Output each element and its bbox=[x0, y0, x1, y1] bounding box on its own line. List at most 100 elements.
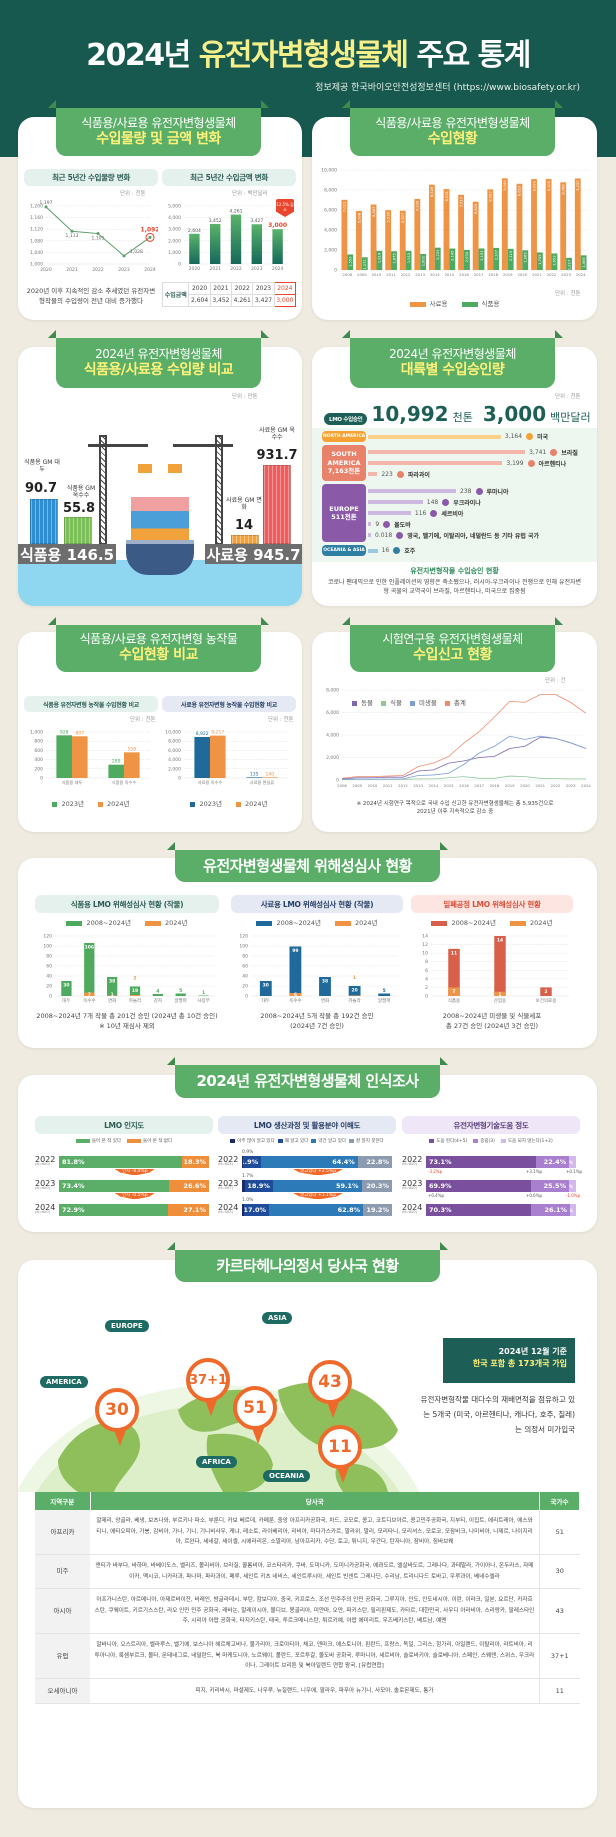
section-tab: 2024년 유전자변형생물체 식품용/사료용 수입량 비교 bbox=[48, 330, 269, 388]
data-point bbox=[70, 229, 74, 233]
legend-item: 식물 bbox=[380, 697, 402, 707]
survey-n: (N=567) bbox=[218, 1186, 233, 1191]
bar bbox=[385, 210, 392, 270]
country-bar bbox=[368, 500, 423, 504]
countries-cell: 피지, 키리바시, 마셜제도, 나우루, 뉴질랜드, 니우에, 팔라우, 파푸아… bbox=[90, 1678, 540, 1705]
subtitle-feed-crop: 사료용 유전자변형 농작물 수입현황 비교 bbox=[162, 696, 296, 712]
bar bbox=[501, 178, 508, 270]
x-tick-label: 2016 bbox=[459, 272, 469, 277]
tab-line2: 수입신고 현황 bbox=[413, 647, 492, 664]
bar bbox=[566, 257, 572, 270]
legend-item: 2024년 bbox=[509, 917, 553, 927]
legend-label: 총계 bbox=[453, 699, 466, 707]
subtitle-micro-review: 밀폐공정 LMO 위해성심사 현황 bbox=[411, 895, 573, 913]
continent-block: SOUTH AMERICA 7,163천톤 3,741 브라질 3,199 아르헨티나 22… bbox=[322, 445, 587, 481]
legend-item: 2024년 bbox=[144, 917, 188, 927]
y-tick-label: 6 bbox=[425, 968, 428, 974]
data-label: 9,168 bbox=[503, 180, 507, 191]
food-review-bar-chart: 0 20 40 60 80 100 120 대두 30 옥수수 106 7 면화 38 1 카놀라 19 2 감자 4… bbox=[43, 934, 215, 1004]
bar bbox=[449, 248, 456, 270]
data-label: 1,113 bbox=[66, 233, 79, 239]
region-cell: 유럽 bbox=[35, 1633, 90, 1679]
continent-pill: SOUTH AMERICA 7,163천톤 bbox=[322, 445, 366, 481]
legend-item: 들어 본 적 없다 bbox=[127, 1138, 172, 1144]
y-tick-label: 2,000 bbox=[326, 755, 339, 761]
x-tick-label: 2021 bbox=[535, 783, 545, 788]
survey-diff: -3.2%p bbox=[428, 1169, 443, 1174]
data-point bbox=[122, 254, 126, 258]
yearly-import-bar-chart: 0 2,000 4,000 6,000 8,000 10,000 2008 7,019 1,55… bbox=[321, 168, 588, 277]
y-tick-label: 4,000 bbox=[168, 215, 181, 221]
data-label: 2 bbox=[544, 989, 547, 995]
subtitle-volume: 최근 5년간 수입물량 변화 bbox=[24, 169, 158, 186]
country-name: 루마니아 bbox=[486, 488, 509, 496]
chart-legend: 2023년 2024년 bbox=[24, 798, 158, 808]
feed-crop-bar-chart: 0 2,000 4,000 6,000 8,000 10,000 사료용 옥수수 8,922 9… bbox=[165, 730, 288, 786]
y-tick-label: 0 bbox=[40, 776, 43, 782]
bar bbox=[347, 254, 354, 270]
legend-label: 미생물 bbox=[418, 699, 437, 707]
continent-africa bbox=[206, 1433, 273, 1492]
country-value: 3,741 bbox=[529, 448, 547, 456]
continent-block: NORTH AMERICA 3,164 미국 bbox=[322, 431, 587, 442]
legend-label: 2008~2024년 bbox=[276, 919, 321, 927]
country-name: 아르헨티나 bbox=[538, 460, 567, 468]
feed-cotton-value: 14 bbox=[234, 518, 254, 533]
survey-segment bbox=[242, 1204, 244, 1216]
survey-legend: 도움 된다(4+5) 중립(3) 도움 되지 않는다(1+2) bbox=[398, 1138, 584, 1144]
bar bbox=[84, 992, 95, 996]
y-tick-label: 1,000 bbox=[30, 730, 43, 736]
feed-review-note: 2008~2024년 5개 작물 총 192건 승인 (2024년 7건 승인) bbox=[231, 1012, 403, 1032]
country-bar bbox=[368, 461, 503, 465]
x-tick-label: 2020 bbox=[518, 272, 528, 277]
y-tick-label: 100 bbox=[43, 944, 52, 950]
x-tick-label: 식품용 대두 bbox=[62, 779, 83, 786]
flag-icon bbox=[475, 487, 483, 495]
continent-name: SOUTH AMERICA bbox=[327, 450, 361, 467]
change-arrow: 인지 -8.4%p bbox=[114, 1168, 156, 1176]
legend-swatch bbox=[190, 801, 196, 807]
y-tick-label: 4,000 bbox=[326, 733, 339, 739]
x-tick-label: 식품용 bbox=[448, 997, 460, 1004]
survey-segment bbox=[242, 1180, 245, 1192]
x-tick-label: 2023 bbox=[118, 267, 130, 273]
y-tick-label: 1,040 bbox=[30, 250, 43, 256]
data-label: 5,908 bbox=[357, 212, 361, 223]
flag-icon bbox=[396, 470, 404, 478]
data-point bbox=[44, 205, 48, 209]
x-tick-label: 2021 bbox=[209, 266, 221, 272]
country-row: 148 우크라이나 bbox=[366, 497, 539, 507]
bar bbox=[319, 977, 331, 996]
survey-segment: 69.9% bbox=[426, 1180, 531, 1192]
data-label: 1 bbox=[111, 992, 114, 998]
section-tab: 식품용/사료용 유전자변형 농작물 수입현황 비교 bbox=[48, 617, 269, 672]
bar bbox=[246, 777, 262, 778]
x-tick-label: 사료용 옥수수 bbox=[198, 779, 223, 786]
unit-label: 단위 : 만톤 bbox=[232, 394, 258, 400]
legend-swatch bbox=[509, 920, 526, 926]
survey-stacked-bar: 72.9% 27.1% bbox=[59, 1204, 209, 1216]
lmo-total-summary: LMO 수입승인 10,992 천톤 3,000 백만달러 bbox=[324, 402, 591, 426]
table-year: 2023 bbox=[252, 282, 275, 295]
x-tick-label: 카놀라 bbox=[129, 997, 142, 1004]
survey-diff: +0.6%p bbox=[526, 1193, 543, 1198]
chart-legend: 동물 식물 미생물 총계 bbox=[350, 697, 468, 707]
data-label: 7,106 bbox=[416, 200, 420, 211]
x-tick-label: 2015 bbox=[444, 783, 454, 788]
note-line: 2008~2024년 5개 작물 총 192건 승인 bbox=[260, 1012, 374, 1020]
continent-list: NORTH AMERICA 3,164 미국 SOUTH AMERICA 7,163천톤… bbox=[312, 428, 597, 562]
food-soy-container bbox=[30, 499, 58, 544]
survey-year: 2022 (N=654) bbox=[218, 1155, 239, 1167]
unit-label: 단위 : 백만달러 bbox=[232, 191, 268, 197]
x-tick-label: 옥수수 bbox=[289, 998, 301, 1004]
survey-n: (N=600) bbox=[35, 1162, 50, 1167]
bar bbox=[405, 250, 412, 270]
volume-line-chart: 1,000 1,040 1,080 1,120 1,160 1,200 2020 2021 20… bbox=[30, 200, 158, 273]
bar bbox=[198, 995, 209, 996]
y-tick-label: 2,000 bbox=[168, 766, 181, 772]
crane-left-icon bbox=[99, 435, 107, 545]
survey-segment: 73.1% bbox=[426, 1156, 536, 1168]
y-tick-label: 6,000 bbox=[324, 208, 337, 214]
legend-label: 동물 bbox=[361, 699, 373, 707]
survey-segment: 59.1% bbox=[272, 1180, 362, 1192]
